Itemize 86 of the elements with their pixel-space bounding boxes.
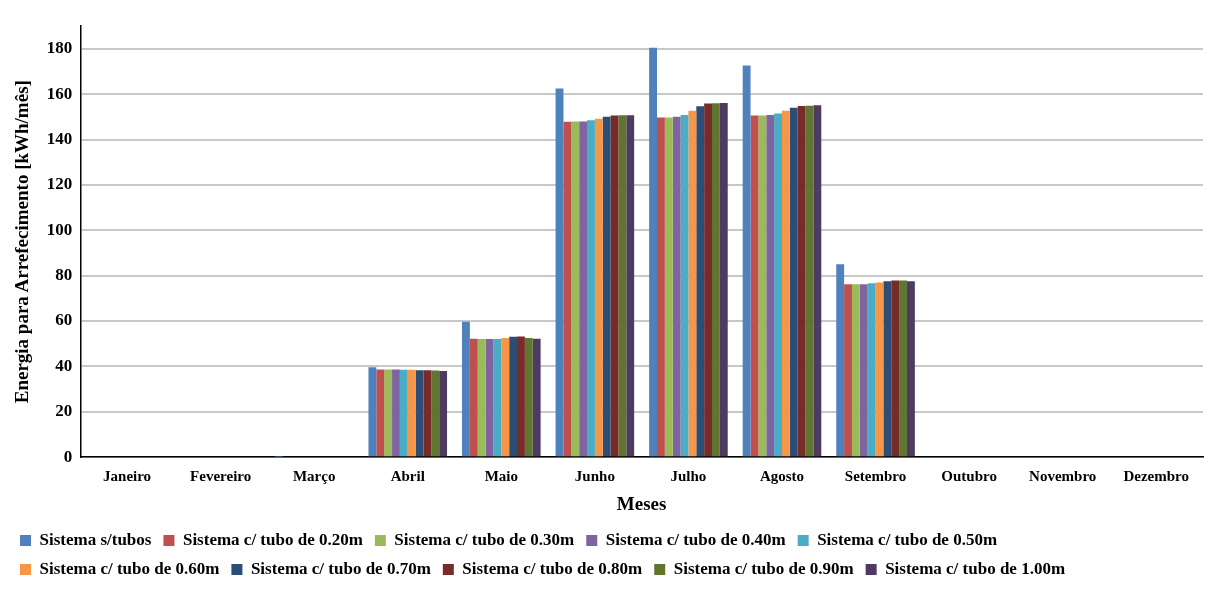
bar bbox=[517, 336, 525, 457]
bar bbox=[797, 106, 806, 457]
legend-label: Sistema c/ tubo de 0.40m bbox=[605, 529, 786, 549]
legend-label: Sistema c/ tubo de 0.90m bbox=[673, 558, 854, 578]
bar bbox=[649, 47, 657, 457]
bar bbox=[532, 338, 541, 457]
bar bbox=[664, 117, 673, 457]
legend-label: Sistema c/ tubo de 0.20m bbox=[182, 529, 363, 549]
legend-label: Sistema c/ tubo de 0.50m bbox=[817, 529, 998, 549]
bar bbox=[626, 115, 635, 457]
bar bbox=[571, 121, 580, 457]
bar bbox=[384, 369, 393, 457]
bar bbox=[587, 120, 595, 457]
bar bbox=[594, 118, 603, 457]
bar bbox=[618, 115, 627, 457]
y-tick-label: 80 bbox=[55, 265, 73, 285]
bar bbox=[704, 103, 713, 457]
y-tick-label: 100 bbox=[46, 219, 73, 239]
bar bbox=[376, 369, 385, 457]
x-tick-label: Outubro bbox=[941, 468, 997, 485]
bar bbox=[883, 281, 892, 457]
bar bbox=[859, 284, 868, 457]
x-tick-label: Janeiro bbox=[103, 468, 152, 485]
x-tick-label: Setembro bbox=[844, 468, 907, 485]
bar bbox=[672, 116, 681, 457]
bar bbox=[602, 116, 611, 457]
y-axis-title: Energia para Arrefecimento [kWh/mês] bbox=[11, 80, 33, 404]
bar bbox=[867, 283, 876, 457]
bar bbox=[844, 284, 852, 457]
x-tick-label: Agosto bbox=[759, 468, 805, 485]
bar bbox=[477, 339, 486, 457]
bar bbox=[891, 280, 900, 457]
y-tick-label: 0 bbox=[63, 446, 73, 466]
bar bbox=[579, 121, 588, 457]
x-tick-label: Novembro bbox=[1029, 468, 1097, 485]
bar bbox=[851, 284, 860, 457]
y-tick-label: 40 bbox=[55, 355, 73, 375]
y-tick-label: 180 bbox=[46, 38, 73, 58]
bar bbox=[469, 338, 478, 457]
bar bbox=[462, 321, 470, 457]
y-tick-label: 140 bbox=[46, 129, 73, 149]
bar bbox=[789, 107, 798, 457]
bar bbox=[509, 336, 518, 457]
bar bbox=[696, 106, 705, 457]
bar bbox=[781, 110, 790, 457]
bar bbox=[758, 115, 767, 457]
bar bbox=[656, 117, 665, 457]
bar bbox=[719, 103, 728, 457]
bar bbox=[431, 370, 440, 457]
legend-label: Sistema c/ tubo de 0.30m bbox=[394, 529, 575, 549]
bar bbox=[774, 113, 782, 457]
x-tick-label: Dezembro bbox=[1123, 468, 1189, 485]
bar bbox=[906, 281, 915, 457]
y-tick-label: 160 bbox=[46, 83, 73, 103]
x-tick-label: Março bbox=[292, 468, 336, 485]
bar bbox=[836, 264, 845, 457]
bar bbox=[439, 371, 448, 457]
bar bbox=[368, 367, 377, 457]
bar bbox=[742, 65, 751, 457]
bar bbox=[899, 280, 907, 457]
x-tick-label: Abril bbox=[390, 468, 425, 485]
x-tick-label: Fevereiro bbox=[190, 468, 252, 485]
y-tick-label: 20 bbox=[55, 401, 73, 421]
bar bbox=[399, 369, 408, 457]
x-tick-label: Julho bbox=[670, 468, 707, 485]
bar bbox=[493, 339, 502, 457]
bar bbox=[423, 370, 432, 457]
bar bbox=[392, 369, 400, 457]
bar bbox=[813, 105, 822, 457]
legend-label: Sistema c/ tubo de 1.00m bbox=[885, 558, 1066, 578]
legend-label: Sistema c/ tubo de 0.80m bbox=[462, 558, 643, 578]
legend-label: Sistema c/ tubo de 0.60m bbox=[39, 558, 220, 578]
y-tick-label: 60 bbox=[55, 310, 73, 330]
bar bbox=[501, 337, 510, 457]
bar bbox=[712, 103, 720, 457]
bar bbox=[524, 337, 533, 457]
bar bbox=[407, 369, 416, 457]
x-axis-title: Meses bbox=[616, 492, 667, 514]
bar bbox=[766, 114, 775, 457]
bar bbox=[688, 110, 697, 457]
x-tick-label: Maio bbox=[484, 468, 518, 485]
x-tick-label: Junho bbox=[574, 468, 615, 485]
bar bbox=[563, 121, 572, 457]
y-tick-label: 120 bbox=[46, 174, 73, 194]
legend-label: Sistema c/ tubo de 0.70m bbox=[250, 558, 431, 578]
legend-label: Sistema s/tubos bbox=[39, 529, 152, 549]
